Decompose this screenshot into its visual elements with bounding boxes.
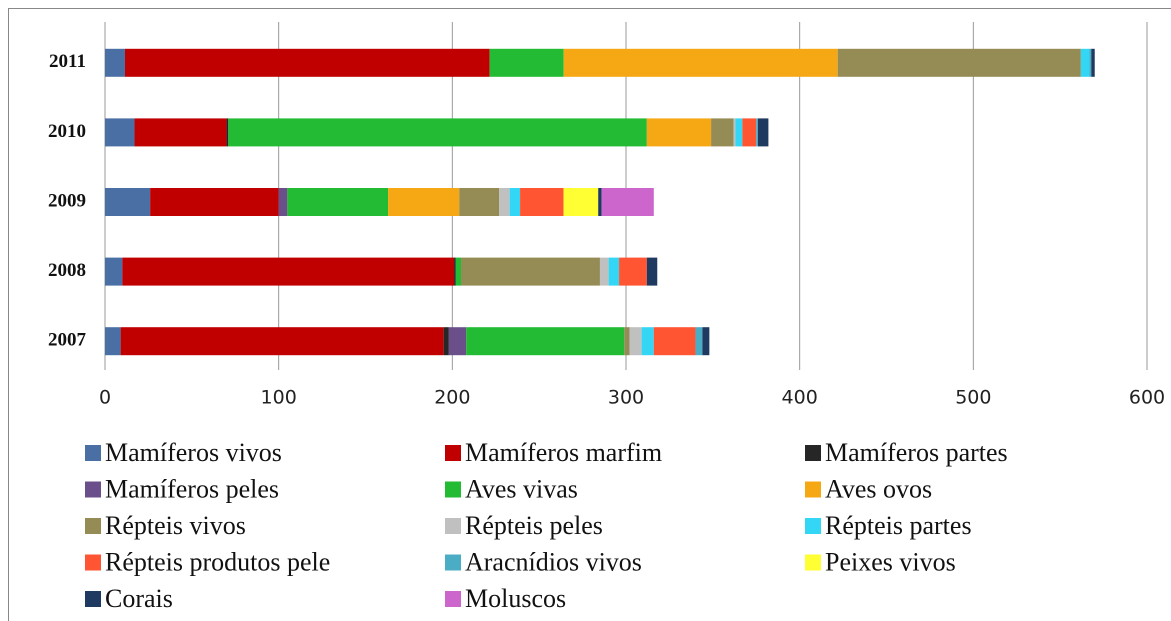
bar-segment (489, 48, 564, 77)
bar-segment (742, 118, 757, 147)
bar-segment (461, 257, 600, 286)
legend-swatch (85, 554, 101, 571)
legend-label: Répteis peles (465, 511, 603, 540)
bar-segment (105, 257, 123, 286)
legend-label: Aracnídios vivos (465, 547, 642, 576)
bar-segment (646, 257, 658, 286)
bar-segment (443, 327, 449, 356)
bar-segment (278, 188, 288, 216)
x-tick-label: 300 (608, 387, 644, 409)
chart-frame (8, 8, 1171, 621)
bar-segment (105, 48, 125, 77)
bar-segment (455, 257, 462, 286)
legend-swatch (805, 518, 821, 534)
bar-segment (837, 48, 1081, 77)
legend-label: Mamíferos partes (825, 438, 1008, 467)
bar-segment (629, 327, 642, 356)
bar-segment (287, 188, 389, 216)
bar-segment (598, 188, 602, 216)
y-tick-label: 2011 (49, 51, 86, 72)
bar-segment (448, 327, 467, 356)
legend-label: Répteis vivos (105, 511, 246, 540)
bar-segment (105, 118, 135, 147)
bar-segment (695, 327, 703, 356)
bar-segment (619, 257, 647, 286)
bar-segment (120, 327, 444, 356)
legend-label: Répteis produtos pele (105, 547, 330, 576)
bar-segment (226, 118, 229, 147)
legend-label: Moluscos (465, 584, 566, 613)
legend-swatch (805, 554, 821, 571)
bar-segment (466, 327, 625, 356)
legend-swatch (85, 591, 101, 607)
legend-label: Répteis partes (825, 511, 972, 540)
bar-segment (228, 118, 647, 147)
x-tick-label: 400 (782, 387, 818, 409)
bar-segment (702, 327, 710, 356)
legend-swatch (445, 445, 461, 461)
bar-segment (1080, 48, 1090, 77)
bar-segment (1089, 48, 1092, 77)
x-tick-label: 500 (955, 387, 991, 409)
bar-segment (601, 188, 654, 216)
y-tick-label: 2007 (48, 330, 87, 351)
legend-swatch (445, 591, 461, 607)
legend-label: Aves ovos (825, 474, 932, 503)
bar-segment (624, 327, 630, 356)
bar-segment (735, 118, 743, 147)
bar-segment (459, 188, 500, 216)
bar-segment (388, 188, 460, 216)
bar-segment (757, 118, 769, 147)
bar-segment (756, 118, 758, 147)
y-tick-label: 2010 (48, 121, 86, 142)
bar-segment (563, 48, 838, 77)
bar-segment (520, 188, 564, 216)
y-tick-label: 2009 (48, 190, 86, 211)
legend-swatch (85, 445, 101, 461)
legend-swatch (445, 518, 461, 534)
legend-label: Mamíferos marfim (465, 438, 662, 467)
bar-segment (122, 257, 455, 286)
bar-segment (150, 188, 279, 216)
legend-swatch (805, 481, 821, 498)
bar-segment (563, 188, 599, 216)
bar-segment (509, 188, 521, 216)
y-tick-label: 2008 (48, 260, 86, 281)
bar-segment (499, 188, 510, 216)
legend-swatch (805, 445, 821, 461)
legend-swatch (445, 481, 461, 498)
bar-segment (454, 257, 456, 286)
x-tick-label: 600 (1129, 387, 1165, 409)
legend-label: Mamíferos peles (105, 474, 279, 503)
bar-segment (733, 118, 736, 147)
legend-label: Aves vivas (465, 474, 578, 503)
bar-segment (105, 188, 151, 216)
bar-segment (134, 118, 227, 147)
bar-segment (608, 257, 620, 286)
legend-swatch (85, 518, 101, 534)
x-tick-label: 100 (261, 387, 297, 409)
bar-segment (124, 48, 490, 77)
bar-segment (711, 118, 734, 147)
legend-label: Corais (105, 584, 173, 613)
legend-swatch (445, 554, 461, 571)
bar-segment (646, 118, 712, 147)
bar-segment (105, 327, 121, 356)
bar-segment (1091, 48, 1095, 77)
bar-segment (653, 327, 696, 356)
x-tick-label: 0 (99, 387, 111, 409)
x-tick-label: 200 (434, 387, 470, 409)
legend-label: Peixes vivos (825, 547, 956, 576)
bar-segment (599, 257, 609, 286)
legend-swatch (85, 481, 101, 498)
legend-label: Mamíferos vivos (105, 438, 282, 467)
bar-segment (641, 327, 654, 356)
